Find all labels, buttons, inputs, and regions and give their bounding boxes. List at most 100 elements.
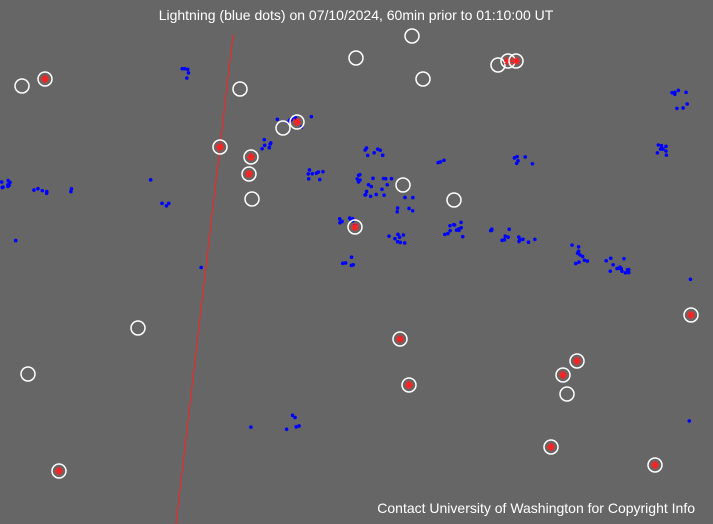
lightning-dot [6, 182, 10, 187]
strike-marker [247, 153, 255, 161]
station [415, 71, 431, 87]
lightning-dot [676, 88, 681, 93]
lightning-dot [371, 176, 375, 181]
lightning-dot [664, 149, 668, 153]
lightning-dot [518, 237, 522, 242]
lightning-dot [36, 186, 40, 191]
lightning-dot [347, 216, 352, 220]
lightning-dot [310, 171, 315, 176]
lightning-dot [664, 144, 668, 149]
lightning-dot [356, 173, 361, 178]
lightning-dot [659, 143, 664, 148]
strike-marker [216, 143, 224, 151]
strike-marker [651, 461, 659, 469]
station [14, 78, 30, 94]
active-station [347, 219, 363, 235]
lightning-dot [355, 177, 360, 181]
lightning-dot [44, 191, 49, 196]
station [130, 320, 146, 336]
lightning-dot [401, 233, 406, 237]
lightning-dot [185, 76, 189, 80]
copyright-footer: Contact University of Washington for Cop… [377, 500, 695, 516]
active-station [401, 377, 417, 393]
active-station [555, 367, 571, 383]
lightning-dot [489, 227, 494, 231]
lightning-dot [387, 234, 391, 238]
lightning-dot [374, 192, 379, 197]
lightning-dot [385, 182, 390, 187]
lightning-dot [578, 253, 582, 257]
active-station [212, 139, 228, 155]
lightning-dot [1, 185, 5, 189]
lightning-dot [611, 262, 615, 267]
lightning-dot [365, 153, 370, 158]
lightning-dot [675, 106, 679, 111]
station [490, 57, 506, 73]
lightning-dot [260, 146, 264, 151]
strike-marker [573, 357, 581, 365]
lightning-dot [576, 245, 581, 249]
lightning-dot [681, 106, 685, 110]
station [275, 120, 291, 136]
lightning-dot [380, 153, 385, 158]
lightning-dot [684, 90, 688, 95]
lightning-dot [448, 228, 452, 233]
lightning-dot [685, 102, 689, 106]
lightning-dot [186, 71, 191, 75]
lightning-dot [306, 172, 311, 176]
lightning-dot [673, 90, 677, 95]
lightning-dot [622, 256, 626, 261]
lightning-dot [507, 227, 511, 232]
lightning-dot [363, 192, 368, 197]
lightning-dot [664, 153, 669, 157]
lightning-dot [69, 189, 73, 194]
lightning-dot [516, 159, 520, 163]
active-station [508, 53, 524, 69]
lightning-dot [358, 178, 362, 182]
lightning-dot [515, 154, 519, 159]
lightning-dot [661, 147, 665, 151]
station [559, 386, 575, 402]
lightning-dot [185, 67, 190, 72]
lightning-dot [297, 424, 301, 428]
lightning-dot [442, 158, 446, 163]
lightning-dot [364, 189, 369, 194]
lightning-dot [580, 254, 585, 259]
lightning-dot [626, 270, 631, 275]
lightning-dot [364, 146, 369, 150]
lightning-dot [625, 268, 630, 272]
lightning-dot [446, 231, 450, 236]
lightning-dots [0, 66, 693, 432]
lightning-dot [306, 177, 311, 181]
strike-marker [547, 443, 555, 451]
lightning-dot [395, 209, 400, 214]
lightning-dot [398, 240, 403, 245]
lightning-dot [294, 425, 299, 429]
lightning-dot [506, 235, 511, 239]
lightning-dot [451, 222, 456, 227]
map-title: Lightning (blue dots) on 07/10/2024, 60m… [159, 7, 554, 23]
lightning-dot [526, 240, 531, 244]
lightning-dot [351, 263, 356, 267]
strike-marker [559, 371, 567, 379]
lightning-dot [340, 261, 345, 266]
lightning-dot [343, 261, 348, 265]
strike-marker [245, 170, 253, 178]
lightning-dot [182, 66, 187, 71]
lightning-dot [397, 235, 402, 240]
lightning-dot [293, 415, 297, 420]
lightning-dot [608, 256, 613, 261]
lightning-dot [459, 220, 463, 225]
station [446, 192, 462, 208]
lightning-dot [530, 161, 535, 166]
lightning-dot [166, 201, 171, 206]
strike-marker [41, 75, 49, 83]
active-station [683, 307, 699, 323]
lightning-dot [443, 232, 447, 237]
strike-marker [293, 118, 301, 126]
station [348, 50, 364, 66]
lightning-dot [402, 241, 407, 245]
lightning-dot [407, 206, 411, 211]
